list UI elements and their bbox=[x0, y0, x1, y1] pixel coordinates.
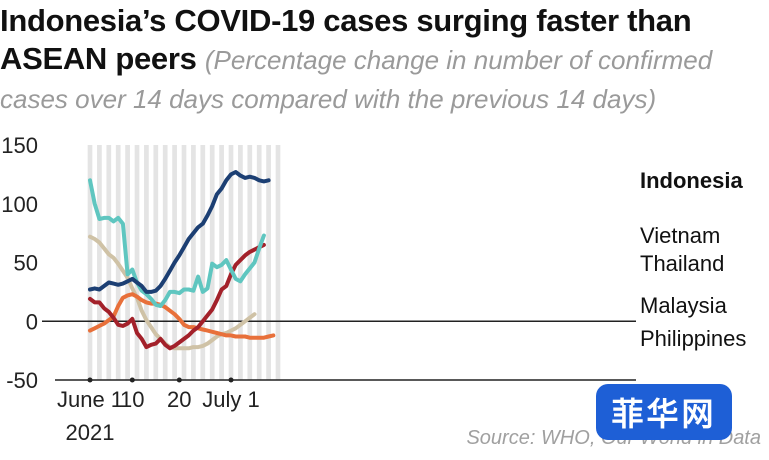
legend-label-philippines: Philippines bbox=[640, 326, 746, 351]
day-stripe bbox=[153, 145, 159, 380]
day-stripe bbox=[181, 145, 187, 380]
x-tick-label: June 1 bbox=[57, 387, 123, 412]
series-line-vietnam bbox=[88, 178, 266, 308]
day-stripe bbox=[247, 145, 253, 380]
day-stripe bbox=[162, 145, 168, 380]
day-stripe bbox=[87, 145, 93, 380]
legend-label-indonesia: Indonesia bbox=[640, 168, 743, 193]
series-line-philippines bbox=[88, 292, 276, 340]
title-line-2: ASEAN peers bbox=[0, 41, 197, 76]
y-tick-label: 150 bbox=[1, 133, 38, 158]
subtitle-part-2: cases over 14 days compared with the pre… bbox=[0, 84, 657, 114]
y-tick-label: 100 bbox=[1, 192, 38, 217]
day-stripe bbox=[275, 145, 281, 380]
x-tick-label: 10 bbox=[120, 387, 144, 412]
x-tick-mark bbox=[176, 377, 182, 383]
x-tick-mark bbox=[129, 377, 135, 383]
day-stripe bbox=[266, 145, 271, 380]
x-tick-label: 20 bbox=[167, 387, 191, 412]
x-tick-sublabel: 2021 bbox=[66, 420, 115, 445]
day-stripe bbox=[228, 145, 234, 380]
y-tick-label: 50 bbox=[14, 251, 38, 276]
y-tick-label: -50 bbox=[6, 368, 38, 393]
day-stripe bbox=[106, 145, 112, 380]
day-stripe bbox=[134, 145, 140, 380]
title-line-1: Indonesia’s COVID-19 cases surging faste… bbox=[0, 3, 692, 38]
series-line-thailand bbox=[88, 242, 266, 351]
subtitle-part-1: (Percentage change in number of confirme… bbox=[204, 45, 713, 75]
x-tick-mark bbox=[87, 377, 93, 383]
series-line-indonesia bbox=[88, 170, 271, 294]
legend-label-vietnam: Vietnam bbox=[640, 223, 720, 248]
y-tick-label: 0 bbox=[26, 309, 38, 334]
day-stripe bbox=[97, 145, 102, 380]
day-stripe bbox=[191, 145, 196, 380]
day-stripe bbox=[144, 145, 149, 380]
legend-label-malaysia: Malaysia bbox=[640, 293, 728, 318]
x-tick-label: July 1 bbox=[202, 387, 259, 412]
x-tick-mark bbox=[228, 377, 234, 383]
chart-title: Indonesia’s COVID-19 cases surging faste… bbox=[0, 2, 769, 79]
day-stripe bbox=[200, 145, 206, 380]
legend-label-thailand: Thailand bbox=[640, 251, 724, 276]
watermark-badge: 菲华网 bbox=[596, 384, 732, 440]
day-stripe bbox=[256, 145, 262, 380]
